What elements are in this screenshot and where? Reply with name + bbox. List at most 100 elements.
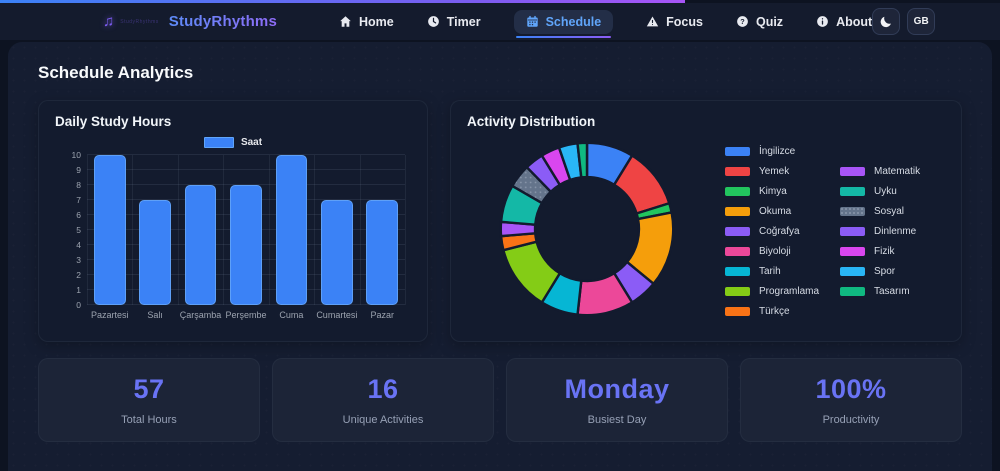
stat-value: 100% bbox=[815, 374, 887, 404]
legend-item-uyku[interactable]: Uyku bbox=[840, 181, 945, 201]
legend-swatch bbox=[725, 206, 750, 216]
logo[interactable]: ♫ StudyRhythms StudyRhythms bbox=[103, 13, 277, 30]
legend-swatch bbox=[840, 166, 865, 176]
gridline bbox=[132, 155, 134, 305]
x-tick-label: Salı bbox=[147, 310, 163, 320]
legend-swatch bbox=[725, 306, 750, 316]
legend-item-tarih[interactable]: Tarih bbox=[725, 261, 830, 281]
accent-top-bar bbox=[0, 0, 685, 3]
nav-item-label: Quiz bbox=[755, 14, 784, 29]
clock-icon bbox=[427, 15, 440, 28]
legend-label: Biyoloji bbox=[759, 245, 791, 257]
y-tick-label: 5 bbox=[76, 225, 81, 235]
gridline bbox=[87, 154, 405, 155]
nav-item-label: Home bbox=[359, 14, 394, 29]
legend-item-kimya[interactable]: Kimya bbox=[725, 181, 830, 201]
legend-label: Kimya bbox=[759, 185, 787, 197]
gridline bbox=[177, 155, 179, 305]
legend-label: Programlama bbox=[759, 285, 820, 297]
legend-swatch bbox=[725, 166, 750, 176]
top-navbar: ♫ StudyRhythms StudyRhythms Home Timer Sch… bbox=[0, 3, 1000, 40]
logo-note-icon: ♫ bbox=[103, 13, 115, 30]
nav-item-label: About bbox=[836, 14, 873, 29]
bar-cumartesi bbox=[320, 200, 353, 305]
stats-row: 57 Total Hours 16 Unique Activities Mond… bbox=[38, 358, 962, 442]
bar-cuma bbox=[275, 155, 308, 305]
nav-item-quiz[interactable]: ? Quiz bbox=[736, 10, 783, 34]
y-tick-label: 1 bbox=[76, 285, 81, 295]
donut-chart-title: Activity Distribution bbox=[467, 114, 596, 129]
x-tick-label: Pazartesi bbox=[90, 310, 129, 320]
donut-slice-tasarım: Tasarım: 1 bbox=[576, 141, 589, 179]
x-tick-label: Pazar bbox=[370, 310, 394, 320]
language-button[interactable]: GB bbox=[907, 8, 936, 35]
legend-item-yemek[interactable]: Yemek bbox=[725, 161, 830, 181]
bar-cell bbox=[87, 155, 132, 305]
donut-svg: İngilizce: 5Yemek: 6.5Kimya: 1Okuma: 8Co… bbox=[499, 141, 675, 317]
legend-swatch bbox=[840, 186, 865, 196]
x-tick-label: Cumartesi bbox=[316, 310, 358, 320]
bar-plot: 0 1 2 3 4 5 6 7 8 9 10 bbox=[72, 150, 406, 310]
legend-item-fizik[interactable]: Fizik bbox=[840, 241, 945, 261]
nav-item-home[interactable]: Home bbox=[339, 10, 394, 34]
legend-item-türkçe[interactable]: Türkçe bbox=[725, 301, 830, 321]
donut-chart: İngilizce: 5Yemek: 6.5Kimya: 1Okuma: 8Co… bbox=[487, 131, 687, 327]
nav-item-label: Focus bbox=[666, 14, 703, 29]
language-label: GB bbox=[913, 16, 929, 27]
stat-value: 16 bbox=[367, 374, 399, 404]
nav-item-focus[interactable]: Focus bbox=[646, 10, 703, 34]
legend-item-dinlenme[interactable]: Dinlenme bbox=[840, 221, 945, 241]
legend-swatch bbox=[203, 137, 234, 148]
legend-label: Spor bbox=[874, 265, 896, 277]
legend-item-i̇ngilizce[interactable]: İngilizce bbox=[725, 141, 830, 161]
x-tick-label: Çarşamba bbox=[179, 310, 222, 320]
bar-cell bbox=[178, 155, 223, 305]
stat-value: Monday bbox=[564, 374, 670, 404]
legend-item-coğrafya[interactable]: Coğrafya bbox=[725, 221, 830, 241]
legend-swatch bbox=[840, 206, 865, 216]
logo-wordmark-faint: StudyRhythms bbox=[120, 18, 159, 25]
legend-item-tasarım[interactable]: Tasarım bbox=[840, 281, 945, 301]
legend-item-okuma[interactable]: Okuma bbox=[725, 201, 830, 221]
legend-label: Tarih bbox=[759, 265, 781, 277]
stat-card-productivity: 100% Productivity bbox=[740, 358, 962, 442]
bar-chart-legend[interactable]: Saat bbox=[55, 136, 411, 149]
y-tick-label: 3 bbox=[76, 255, 81, 265]
calendar-icon bbox=[526, 15, 539, 28]
legend-swatch bbox=[725, 186, 750, 196]
gridline bbox=[359, 155, 361, 305]
theme-toggle-button[interactable] bbox=[872, 8, 901, 35]
nav-item-label: Timer bbox=[446, 14, 481, 29]
gridline bbox=[87, 155, 88, 305]
legend-item-spor[interactable]: Spor bbox=[840, 261, 945, 281]
legend-swatch bbox=[840, 246, 865, 256]
legend-label: Coğrafya bbox=[759, 225, 800, 237]
main-nav: Home Timer Schedule Focus? Quiz About bbox=[339, 9, 872, 38]
activity-distribution-card: Activity Distribution İngilizce: 5Yemek:… bbox=[450, 100, 962, 342]
legend-label: Matematik bbox=[874, 165, 921, 177]
gridline bbox=[87, 184, 405, 185]
nav-item-label: Schedule bbox=[545, 14, 602, 29]
info-icon bbox=[816, 15, 829, 28]
legend-swatch bbox=[725, 146, 750, 156]
legend-swatch bbox=[725, 266, 750, 276]
nav-item-timer[interactable]: Timer bbox=[427, 10, 481, 34]
stat-card-busiest-day: Monday Busiest Day bbox=[506, 358, 728, 442]
legend-item-matematik[interactable]: Matematik bbox=[840, 161, 945, 181]
gridline bbox=[268, 155, 270, 305]
legend-item-programlama[interactable]: Programlama bbox=[725, 281, 830, 301]
y-tick-label: 8 bbox=[76, 180, 81, 190]
stat-label: Productivity bbox=[822, 414, 880, 426]
nav-item-schedule[interactable]: Schedule bbox=[513, 9, 614, 38]
gridline bbox=[405, 155, 406, 305]
svg-text:?: ? bbox=[740, 17, 745, 26]
donut-legend: İngilizce Yemek Kimya Okuma Coğrafya Biyoloji… bbox=[725, 141, 945, 321]
nav-item-about[interactable]: About bbox=[816, 10, 872, 34]
legend-item-biyoloji[interactable]: Biyoloji bbox=[725, 241, 830, 261]
y-tick-label: 2 bbox=[76, 270, 81, 280]
bar-salı bbox=[139, 200, 172, 305]
bar-perşembe bbox=[230, 185, 262, 305]
gridline bbox=[87, 169, 405, 170]
legend-label: Saat bbox=[240, 137, 263, 148]
legend-item-sosyal[interactable]: Sosyal bbox=[840, 201, 945, 221]
